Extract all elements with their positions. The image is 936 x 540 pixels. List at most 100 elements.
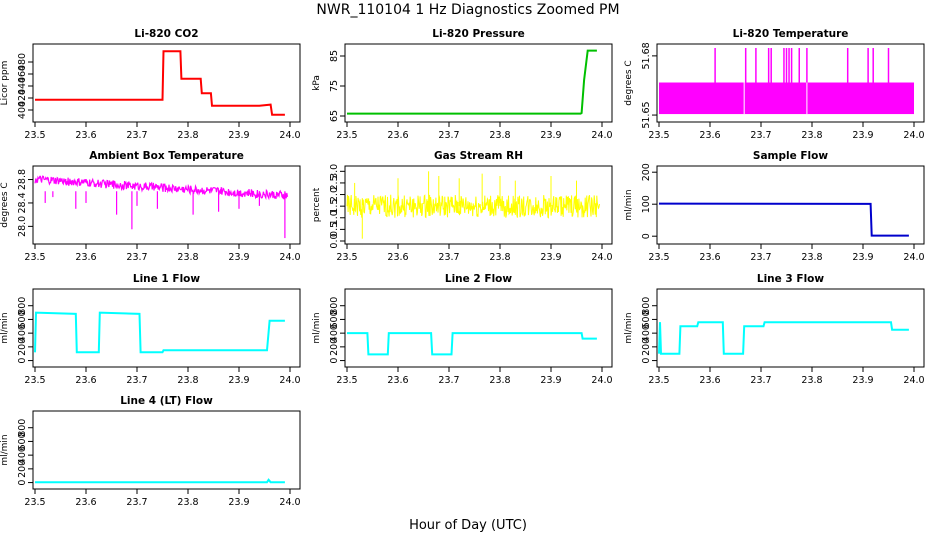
x-tick-label: 23.7 <box>126 375 147 386</box>
panel-4: Gas Stream RH percent 23.5 23.6 23.7 23.8 23.9… <box>312 150 613 263</box>
panel-title: Line 2 Flow <box>445 273 512 285</box>
y-tick-label: 75 <box>329 80 340 92</box>
x-tick-label: 23.7 <box>126 252 147 263</box>
x-tick-label: 23.6 <box>699 375 720 386</box>
y-tick-label: 65 <box>329 110 340 122</box>
y-tick-label: 800 <box>17 297 28 315</box>
y-tick-label: 600 <box>17 432 28 450</box>
y-tick-label: 28.0 <box>17 216 28 237</box>
x-tick-label: 23.7 <box>750 375 771 386</box>
x-tick-label: 23.5 <box>336 375 357 386</box>
panel-6: Line 1 Flow ml/min 23.5 23.6 23.7 23.8 23.9 24.… <box>0 273 301 386</box>
y-tick-label: 51.68 <box>641 42 652 69</box>
x-tick-label: 24.0 <box>903 252 924 263</box>
x-tick-label: 23.5 <box>24 252 45 263</box>
x-tick-label: 23.8 <box>801 130 822 141</box>
panel-5: Sample Flow ml/min 23.5 23.6 23.7 23.8 23.9 24.… <box>624 150 925 263</box>
y-axis-label: Licor ppm <box>0 61 10 106</box>
panel-frame <box>32 288 301 368</box>
panel-frame <box>32 410 301 490</box>
panel-0: Li-820 CO2 Licor ppm 23.5 23.6 23.7 23.8 23.9 2… <box>0 28 301 141</box>
x-tick-label: 23.6 <box>75 252 96 263</box>
panel-frame <box>344 43 613 123</box>
x-tick-label: 24.0 <box>903 375 924 386</box>
series-line <box>658 321 909 355</box>
x-tick-label: 24.0 <box>279 497 300 508</box>
y-tick-label: 0 <box>641 233 652 239</box>
x-tick-label: 23.7 <box>126 130 147 141</box>
y-tick-label: 400 <box>17 446 28 464</box>
x-tick-label: 23.6 <box>699 252 720 263</box>
y-tick-label: 440 <box>17 77 28 95</box>
x-tick-label: 23.9 <box>228 130 249 141</box>
x-tick-label: 24.0 <box>903 130 924 141</box>
panel-title: Li-820 Temperature <box>733 28 849 40</box>
y-tick-label: 800 <box>17 419 28 437</box>
x-tick-label: 23.7 <box>126 497 147 508</box>
y-axis-label: ml/min <box>624 189 634 220</box>
panel-frame <box>656 288 925 368</box>
y-tick-label: 200 <box>17 338 28 356</box>
y-tick-label: 0.5 <box>329 222 340 237</box>
x-tick-label: 24.0 <box>591 252 612 263</box>
panel-1: Li-820 Pressure kPa 23.5 23.6 23.7 23.8 23.9 24… <box>312 28 613 141</box>
y-tick-label: 85 <box>329 50 340 62</box>
x-tick-label: 23.6 <box>75 130 96 141</box>
panel-frame <box>32 43 301 123</box>
x-tick-label: 23.8 <box>177 375 198 386</box>
x-tick-label: 23.5 <box>24 130 45 141</box>
x-tick-label: 24.0 <box>591 375 612 386</box>
x-tick-label: 23.5 <box>24 375 45 386</box>
panel-frame <box>656 43 925 123</box>
x-tick-label: 23.8 <box>489 252 510 263</box>
panel-frame <box>656 165 925 245</box>
x-tick-label: 23.8 <box>801 375 822 386</box>
panel-7: Line 2 Flow ml/min 23.5 23.6 23.7 23.8 23.9 24.… <box>312 273 613 386</box>
y-tick-label: 3.0 <box>329 164 340 179</box>
x-tick-label: 23.9 <box>228 497 249 508</box>
y-tick-label: 1.5 <box>329 199 340 214</box>
x-tick-label: 23.6 <box>387 252 408 263</box>
y-tick-label: 28.4 <box>17 192 28 213</box>
x-tick-label: 23.5 <box>336 252 357 263</box>
series-line <box>346 194 600 219</box>
x-tick-label: 23.8 <box>489 130 510 141</box>
x-tick-label: 23.7 <box>438 130 459 141</box>
figure-x-axis-label: Hour of Day (UTC) <box>409 518 527 533</box>
y-axis-label: ml/min <box>0 312 10 343</box>
x-tick-label: 23.7 <box>438 375 459 386</box>
y-tick-label: 600 <box>329 310 340 328</box>
y-tick-label: 2.5 <box>329 175 340 190</box>
series-line <box>35 50 285 116</box>
series-line <box>658 202 909 237</box>
y-tick-label: 0 <box>17 358 28 364</box>
x-tick-label: 23.9 <box>852 375 873 386</box>
y-tick-label: 600 <box>641 310 652 328</box>
panel-title: Gas Stream RH <box>434 150 523 162</box>
x-tick-label: 23.7 <box>438 252 459 263</box>
x-tick-label: 23.5 <box>648 252 669 263</box>
y-tick-label: 600 <box>17 310 28 328</box>
x-tick-label: 23.9 <box>540 252 561 263</box>
y-tick-label: 0 <box>329 358 340 364</box>
series-line <box>34 311 285 354</box>
y-tick-label: 400 <box>641 324 652 342</box>
y-tick-label: 420 <box>17 89 28 107</box>
panel-title: Li-820 Pressure <box>432 28 525 40</box>
series-line <box>347 332 597 356</box>
y-tick-label: 28.8 <box>17 169 28 190</box>
x-tick-label: 23.7 <box>750 252 771 263</box>
y-tick-label: 0 <box>17 480 28 486</box>
panel-9: Line 4 (LT) Flow ml/min 23.5 23.6 23.7 23.8 23… <box>0 395 301 508</box>
x-tick-label: 23.6 <box>75 497 96 508</box>
y-tick-label: 400 <box>329 324 340 342</box>
panel-title: Ambient Box Temperature <box>89 150 244 162</box>
x-tick-label: 23.5 <box>24 497 45 508</box>
x-tick-label: 24.0 <box>279 375 300 386</box>
panel-title: Li-820 CO2 <box>134 28 198 40</box>
panel-frame <box>344 165 613 245</box>
series-line <box>35 478 285 484</box>
x-tick-label: 23.9 <box>540 130 561 141</box>
y-tick-label: 2.0 <box>329 187 340 202</box>
